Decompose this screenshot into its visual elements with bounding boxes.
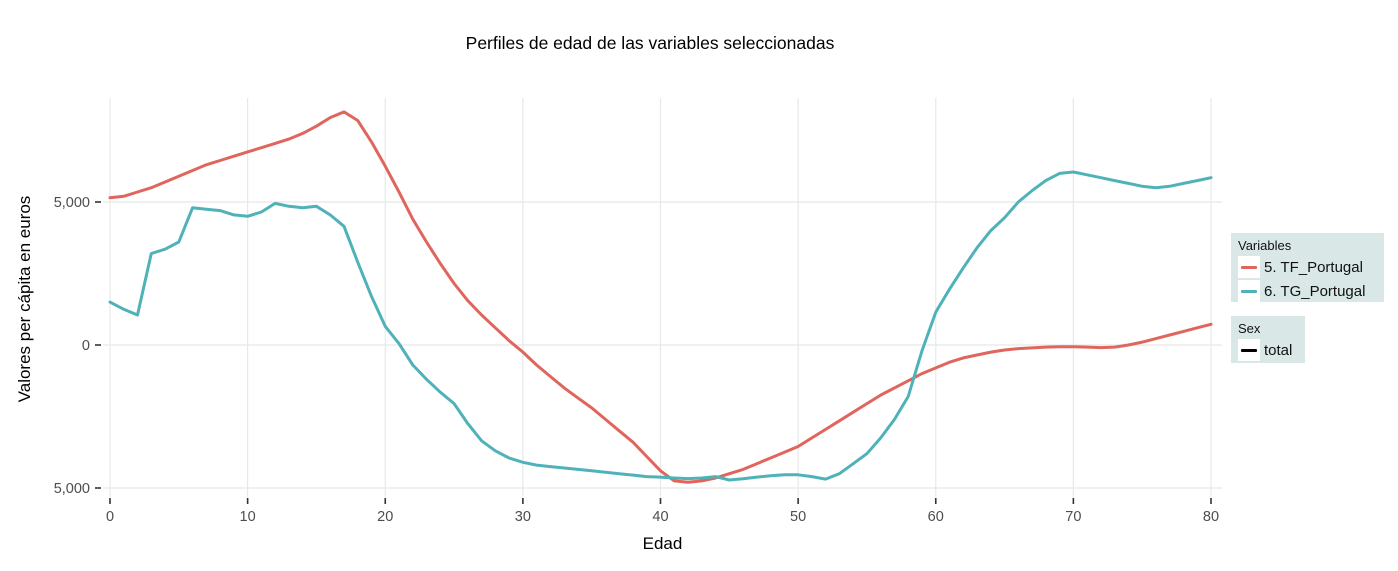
x-tick-label: 80 <box>1203 509 1219 525</box>
legend-key-swatch <box>1238 280 1260 302</box>
legend-key-line-icon <box>1241 289 1257 293</box>
legend-key-line-icon <box>1241 348 1257 352</box>
legend-key-line-icon <box>1241 265 1257 269</box>
x-tick-label: 10 <box>240 509 256 525</box>
y-tick-label: 5,000 <box>54 481 90 497</box>
x-tick-label: 0 <box>106 509 114 525</box>
x-tick-label: 40 <box>652 509 668 525</box>
x-axis-title: Edad <box>642 534 683 553</box>
legend-variables: Variables 5. TF_Portugal 6. TG_Portugal <box>1231 233 1384 302</box>
legend-sex-title: Sex <box>1238 321 1261 336</box>
series-line--tg-portugal <box>108 170 1213 482</box>
x-tick-label: 20 <box>377 509 393 525</box>
legend-sex: Sex total <box>1231 316 1305 363</box>
x-tick-label: 70 <box>1065 509 1081 525</box>
y-tick-label: 5,000 <box>54 195 90 211</box>
chart-title: Perfiles de edad de las variables selecc… <box>465 33 835 53</box>
legend-entry: 6. TG_Portugal <box>1238 280 1377 302</box>
legend-entry: 5. TF_Portugal <box>1238 256 1377 278</box>
legend-entry-label: 6. TG_Portugal <box>1264 282 1366 300</box>
legend-entry-label: 5. TF_Portugal <box>1264 258 1363 276</box>
legend-variables-title: Variables <box>1238 238 1292 253</box>
x-tick-label: 60 <box>928 509 944 525</box>
legend-key-swatch <box>1238 339 1260 361</box>
legend-entry-label: total <box>1264 341 1293 359</box>
legend-entry: total <box>1238 339 1298 361</box>
series-line--tf-portugal <box>108 110 1213 484</box>
legend-key-swatch <box>1238 256 1260 278</box>
x-tick-label: 30 <box>515 509 531 525</box>
x-tick-label: 50 <box>790 509 806 525</box>
y-axis-title: Valores per cápita en euros <box>15 195 34 403</box>
y-tick-label: 0 <box>82 338 90 354</box>
